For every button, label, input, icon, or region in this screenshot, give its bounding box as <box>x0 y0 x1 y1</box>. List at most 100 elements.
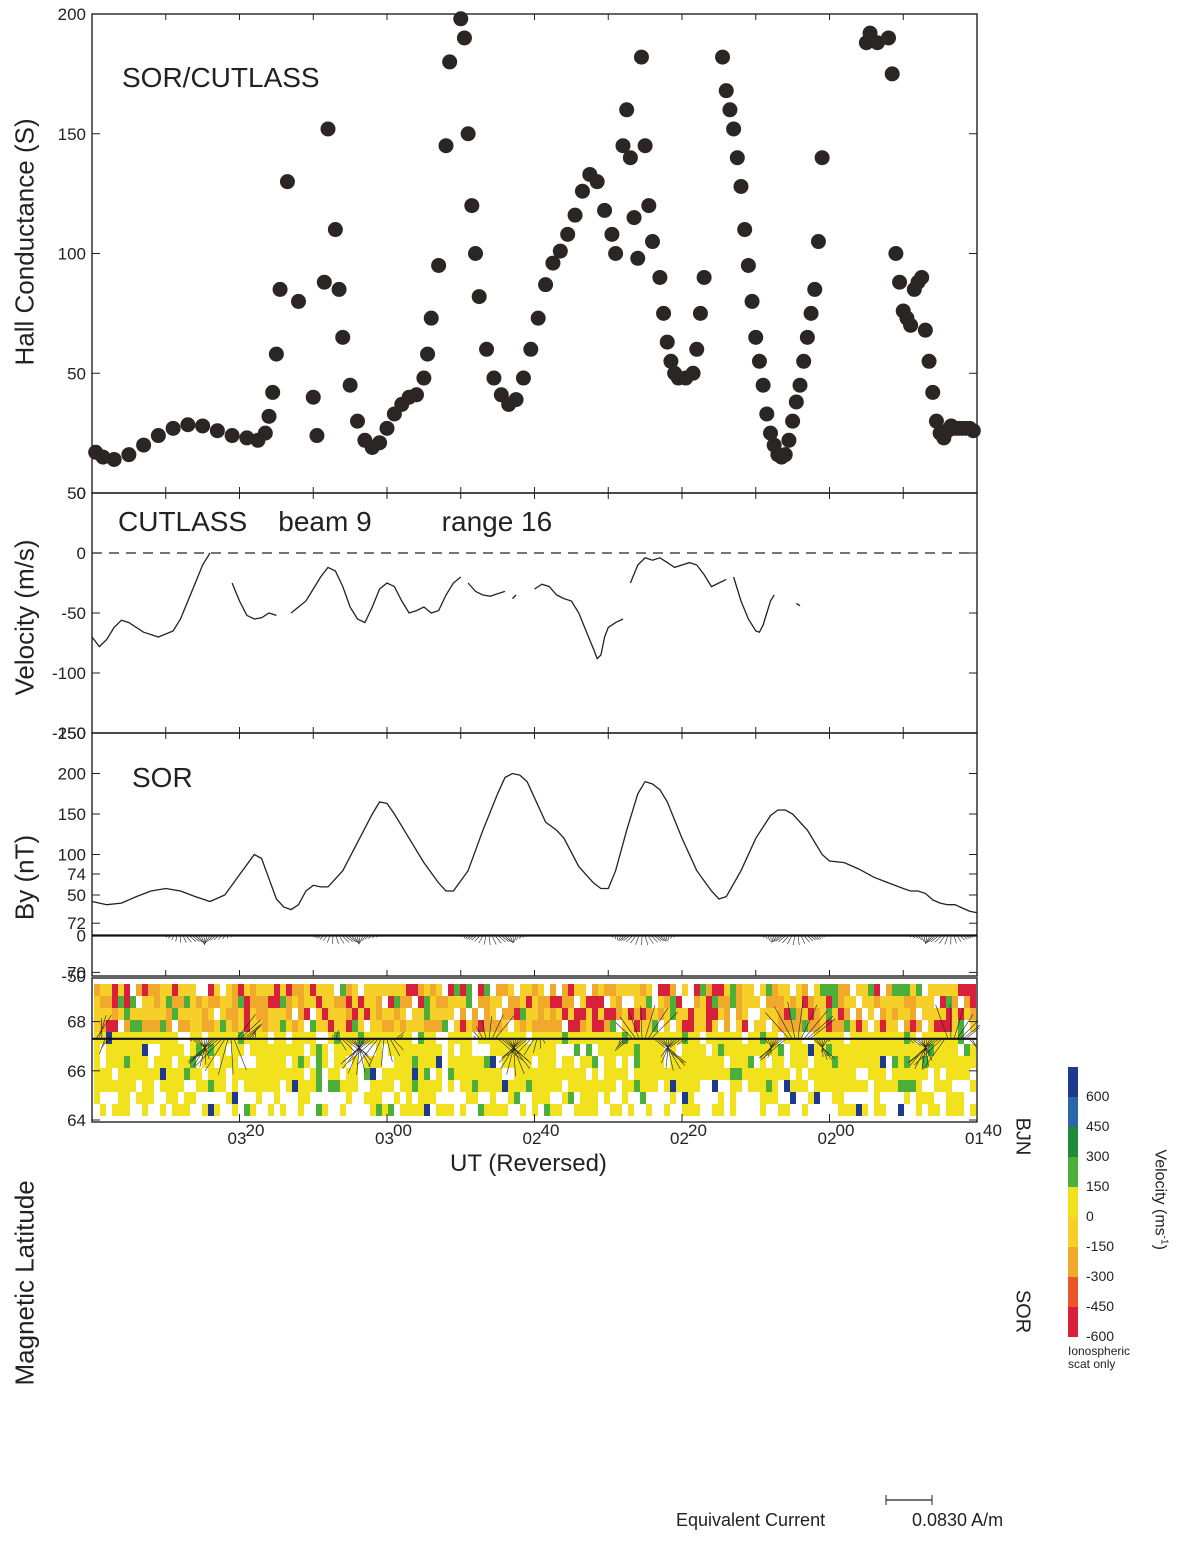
conductance-point <box>460 126 476 142</box>
current-vector <box>501 1038 526 1059</box>
heatmap-cell <box>670 1056 676 1068</box>
heatmap-cell <box>220 1044 226 1056</box>
heatmap-cell <box>742 1056 748 1068</box>
heatmap-cell <box>946 1080 952 1092</box>
current-vector <box>100 1038 109 1049</box>
current-vector <box>465 935 469 940</box>
heatmap-cell <box>238 1020 244 1032</box>
x-tick-label-minutes: 00 <box>393 1121 412 1140</box>
heatmap-cell <box>394 1008 400 1020</box>
heatmap-cell <box>850 1104 856 1116</box>
heatmap-cell <box>874 1068 880 1080</box>
heatmap-cell <box>526 996 532 1008</box>
heatmap-cell <box>646 984 652 996</box>
heatmap-cell <box>232 1092 238 1104</box>
heatmap-cell <box>178 1080 184 1092</box>
y-tick-label: 200 <box>58 765 86 784</box>
heatmap-cell <box>418 1020 424 1032</box>
current-vector <box>797 1001 804 1039</box>
heatmap-cell <box>670 996 676 1008</box>
heatmap-cell <box>952 1068 958 1080</box>
heatmap-cell <box>784 996 790 1008</box>
heatmap-cell <box>904 1020 910 1032</box>
heatmap-cell <box>262 1068 268 1080</box>
conductance-point <box>180 417 196 433</box>
heatmap-cell <box>586 1080 592 1092</box>
heatmap-cell <box>364 1056 370 1068</box>
heatmap-cell <box>442 996 448 1008</box>
heatmap-cell <box>250 996 256 1008</box>
heatmap-cell <box>256 1092 262 1104</box>
heatmap-cell <box>520 1104 526 1116</box>
heatmap-cell <box>178 1104 184 1116</box>
current-vector <box>647 935 654 944</box>
conductance-point <box>464 198 480 214</box>
heatmap-cell <box>304 1056 310 1068</box>
heatmap-cell <box>490 1104 496 1116</box>
heatmap-cell <box>106 984 112 996</box>
conductance-point <box>884 66 900 82</box>
heatmap-cell <box>424 1080 430 1092</box>
heatmap-cell <box>436 1008 442 1020</box>
y-tick-label: 0 <box>77 544 86 563</box>
colorbar-level-label: 0 <box>1086 1208 1094 1224</box>
heatmap-cell <box>802 984 808 996</box>
conductance-point <box>456 30 472 46</box>
heatmap-cell <box>400 1044 406 1056</box>
heatmap-cell <box>610 1080 616 1092</box>
heatmap-cell <box>346 1044 352 1056</box>
heatmap-cell <box>448 1068 454 1080</box>
heatmap-cell <box>196 1068 202 1080</box>
heatmap-cell <box>934 1104 940 1116</box>
heatmap-cell <box>568 1008 574 1020</box>
heatmap-cell <box>622 1044 628 1056</box>
current-vector <box>353 935 360 944</box>
heatmap-cell <box>388 1020 394 1032</box>
current-vector <box>342 1038 367 1069</box>
heatmap-cell <box>106 1068 112 1080</box>
heatmap-cell <box>292 996 298 1008</box>
heatmap-cell <box>448 1044 454 1056</box>
heatmap-cell <box>808 1008 814 1020</box>
current-vector <box>956 1014 974 1039</box>
conductance-point <box>637 138 653 154</box>
y-tick-label: 100 <box>58 245 86 264</box>
current-vector <box>920 935 925 942</box>
heatmap-cell <box>940 996 946 1008</box>
heatmap-cell <box>778 1008 784 1020</box>
colorbar-title-close: ) <box>1151 1244 1169 1250</box>
current-vector <box>194 935 203 943</box>
heatmap-cell <box>550 1080 556 1092</box>
y-tick-label: 66 <box>67 1062 86 1081</box>
heatmap-cell <box>826 1008 832 1020</box>
conductance-point <box>316 274 332 290</box>
heatmap-cell <box>664 1104 670 1116</box>
current-vector <box>398 1035 404 1040</box>
current-vector <box>356 935 360 945</box>
current-vector <box>909 1038 940 1063</box>
conductance-point <box>508 392 524 408</box>
heatmap-cell <box>814 1092 820 1104</box>
x-tick-label: 02 <box>523 1129 542 1148</box>
heatmap-cell <box>970 996 976 1008</box>
heatmap-cell <box>148 1020 154 1032</box>
conductance-point <box>696 269 712 285</box>
current-vector <box>935 1004 949 1039</box>
x-tick-label-minutes: 40 <box>983 1121 1002 1140</box>
heatmap-cell <box>682 1092 688 1104</box>
heatmap-cell <box>526 1068 532 1080</box>
heatmap-cell <box>946 984 952 996</box>
current-vector <box>661 1038 673 1064</box>
heatmap-cell <box>838 1104 844 1116</box>
current-vector <box>341 1038 356 1052</box>
heatmap-cell <box>532 1092 538 1104</box>
conductance-point <box>552 243 568 259</box>
current-vector <box>911 935 916 939</box>
conductance-point <box>626 210 642 226</box>
heatmap-cell <box>892 1056 898 1068</box>
heatmap-cell <box>892 1020 898 1032</box>
heatmap-cell <box>712 1008 718 1020</box>
current-vector <box>342 1038 373 1062</box>
heatmap-cell <box>238 1008 244 1020</box>
